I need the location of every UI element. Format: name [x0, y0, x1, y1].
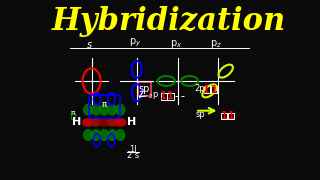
- Ellipse shape: [100, 104, 109, 115]
- Ellipse shape: [92, 104, 100, 115]
- Text: 1: 1: [211, 85, 217, 95]
- Ellipse shape: [108, 104, 117, 115]
- Ellipse shape: [100, 130, 109, 140]
- Text: 1l: 1l: [129, 145, 137, 154]
- Text: 1: 1: [167, 91, 174, 101]
- Text: H: H: [127, 117, 137, 127]
- Ellipse shape: [84, 104, 92, 115]
- Ellipse shape: [83, 119, 93, 126]
- Ellipse shape: [100, 119, 109, 126]
- Text: Hybridization: Hybridization: [52, 6, 286, 37]
- Text: H: H: [72, 117, 81, 127]
- Ellipse shape: [115, 119, 126, 126]
- Text: 2p: 2p: [194, 84, 205, 93]
- Text: π: π: [102, 100, 107, 109]
- Text: 1: 1: [160, 91, 167, 101]
- Text: 1: 1: [204, 85, 210, 95]
- Text: π: π: [71, 109, 75, 116]
- Ellipse shape: [116, 130, 125, 140]
- Text: 1: 1: [220, 111, 227, 121]
- Text: $_{2}$p: $_{2}$p: [148, 90, 159, 101]
- Ellipse shape: [108, 130, 117, 140]
- Ellipse shape: [107, 119, 117, 126]
- Ellipse shape: [92, 130, 100, 140]
- Text: 1: 1: [228, 111, 235, 121]
- Text: sp: sp: [139, 84, 150, 94]
- Text: 2 s: 2 s: [127, 151, 139, 160]
- Text: p$_y$: p$_y$: [129, 37, 141, 50]
- Ellipse shape: [84, 130, 92, 140]
- Text: s: s: [87, 39, 92, 50]
- Ellipse shape: [116, 104, 125, 115]
- Text: sp: sp: [195, 110, 205, 119]
- Ellipse shape: [91, 119, 101, 126]
- Text: p$_z$: p$_z$: [210, 37, 222, 50]
- Text: p$_x$: p$_x$: [170, 37, 182, 50]
